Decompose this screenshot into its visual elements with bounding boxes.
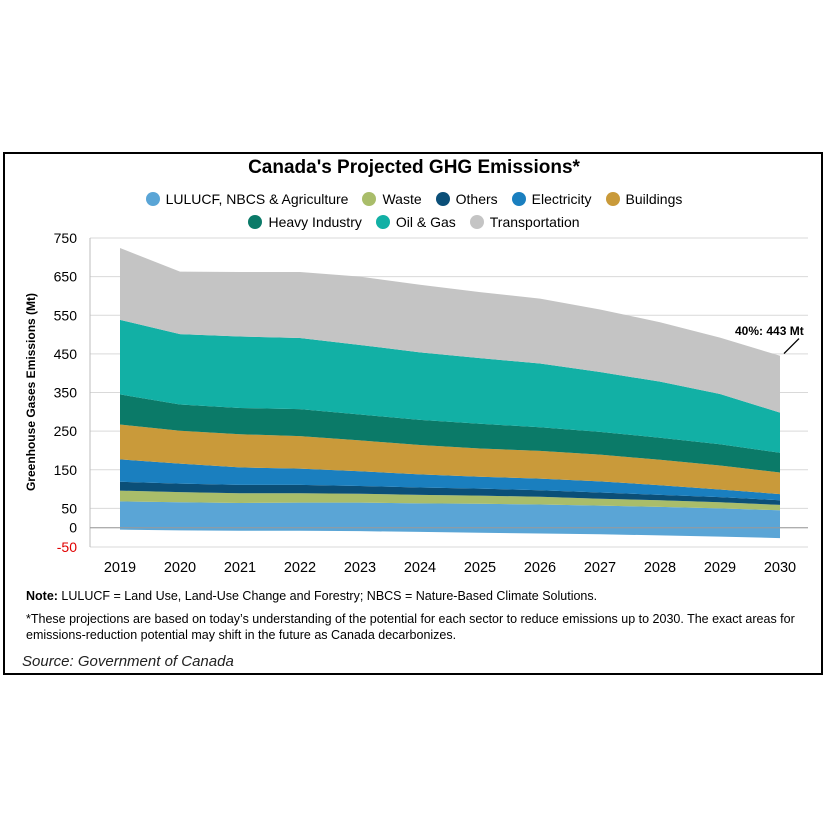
area-series-3 — [120, 459, 780, 501]
x-tick-label: 2029 — [704, 560, 736, 576]
legend-label: Others — [455, 191, 498, 207]
annotation-label: 40%: 443 Mt — [735, 324, 804, 338]
x-tick-label: 2024 — [404, 560, 436, 576]
y-tick-label: 450 — [54, 346, 78, 362]
legend-swatch — [605, 192, 620, 206]
area-series-5 — [120, 394, 780, 473]
legend-label: LULUCF, NBCS & Agriculture — [165, 191, 349, 207]
chart-title: Canada's Projected GHG Emissions* — [248, 157, 580, 178]
legend-row-1: LULUCF, NBCS & Agriculture Waste Others Ele… — [0, 191, 828, 207]
note-text: LULUCF = Land Use, Land-Use Change and F… — [57, 589, 598, 603]
area-lulucf-negative — [120, 527, 780, 539]
legend-row-2: Heavy Industry Oil & Gas Transportation — [0, 214, 828, 230]
x-tick-label: 2019 — [104, 560, 136, 576]
y-tick-label: 150 — [54, 462, 78, 478]
x-tick-label: 2028 — [644, 560, 676, 576]
y-tick-label: -50 — [57, 539, 77, 555]
legend-item: Transportation — [469, 214, 580, 230]
legend-label: Electricity — [531, 191, 592, 207]
y-tick-label: 750 — [54, 230, 78, 246]
annotation-leader — [783, 338, 800, 355]
note-line: Note: LULUCF = Land Use, Land-Use Change… — [26, 589, 597, 603]
y-tick-label: 0 — [69, 520, 77, 536]
legend-item: Waste — [362, 191, 422, 207]
x-tick-label: 2026 — [524, 560, 556, 576]
legend-swatch — [435, 192, 450, 206]
legend-item: LULUCF, NBCS & Agriculture — [145, 191, 349, 207]
area-series-6 — [120, 319, 780, 453]
legend-item: Oil & Gas — [375, 214, 456, 230]
area-series-2 — [120, 481, 780, 505]
legend-item: Others — [435, 191, 498, 207]
area-series-4 — [120, 424, 780, 495]
legend-swatch — [248, 215, 263, 229]
footnote: *These projections are based on today’s … — [26, 612, 795, 642]
x-tick-label: 2023 — [344, 560, 376, 576]
y-tick-label: 250 — [54, 423, 78, 439]
x-tick-label: 2021 — [224, 560, 256, 576]
legend-swatch — [469, 215, 484, 229]
legend-label: Oil & Gas — [395, 214, 456, 230]
legend-swatch — [375, 215, 390, 229]
x-tick-label: 2027 — [584, 560, 616, 576]
x-tick-label: 2030 — [764, 560, 796, 576]
legend-swatch — [145, 192, 160, 206]
legend-label: Buildings — [625, 191, 683, 207]
legend-swatch — [511, 192, 526, 206]
legend-swatch — [362, 192, 377, 206]
note-label: Note: — [26, 589, 58, 603]
y-tick-label: 50 — [61, 500, 77, 516]
legend-label: Transportation — [489, 214, 580, 230]
legend-item: Heavy Industry — [248, 214, 362, 230]
source-credit: Source: Government of Canada — [22, 653, 234, 670]
area-series-0 — [120, 501, 780, 528]
y-tick-label: 550 — [54, 307, 78, 323]
legend-item: Buildings — [605, 191, 683, 207]
y-tick-label: 350 — [54, 385, 78, 401]
y-axis-title: Greenhouse Gases Emissions (Mt) — [24, 293, 38, 491]
legend-item: Electricity — [511, 191, 592, 207]
legend-label: Waste — [382, 191, 422, 207]
x-tick-label: 2020 — [164, 560, 196, 576]
area-series-1 — [120, 490, 780, 511]
x-tick-label: 2022 — [284, 560, 316, 576]
area-series-7 — [120, 248, 780, 413]
legend-label: Heavy Industry — [268, 214, 362, 230]
x-tick-label: 2025 — [464, 560, 496, 576]
y-tick-label: 650 — [54, 269, 78, 285]
